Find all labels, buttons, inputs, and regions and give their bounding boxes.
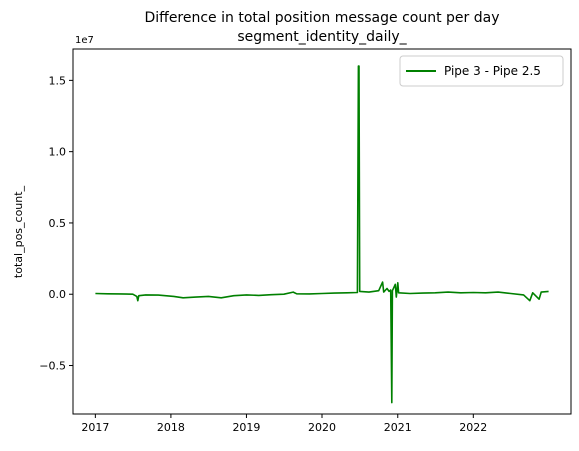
x-tick-label: 2017 [81,421,109,434]
legend: Pipe 3 - Pipe 2.5 [399,55,564,87]
x-tick-label: 2018 [157,421,185,434]
x-tick-label: 2022 [459,421,487,434]
y-axis-ticks: 1.5 1.0 0.5 0.0 −0.5 [39,74,73,373]
y-tick-label: 0.0 [49,288,67,301]
series-layer [95,65,549,404]
plot-frame [72,48,572,415]
x-tick-label: 2021 [384,421,412,434]
x-axis-ticks: 2017 2018 2019 2020 2021 2022 [81,414,487,434]
y-axis-label: total_pos_count_ [12,185,25,278]
x-tick-label: 2020 [308,421,336,434]
y-tick-label: 1.5 [49,74,67,87]
x-tick-label: 2019 [232,421,260,434]
y-offset-label: 1e7 [75,35,94,46]
y-tick-label: 1.0 [49,146,67,159]
chart-subtitle: segment_identity_daily_ [237,29,407,45]
y-tick-label: 0.5 [49,217,67,230]
legend-label-pipe-3-pipe-2-5: Pipe 3 - Pipe 2.5 [444,64,541,78]
legend-box [399,55,564,87]
series-line-0 [95,65,549,404]
y-tick-label: −0.5 [39,360,66,373]
chart-title: Difference in total position message cou… [145,10,500,26]
